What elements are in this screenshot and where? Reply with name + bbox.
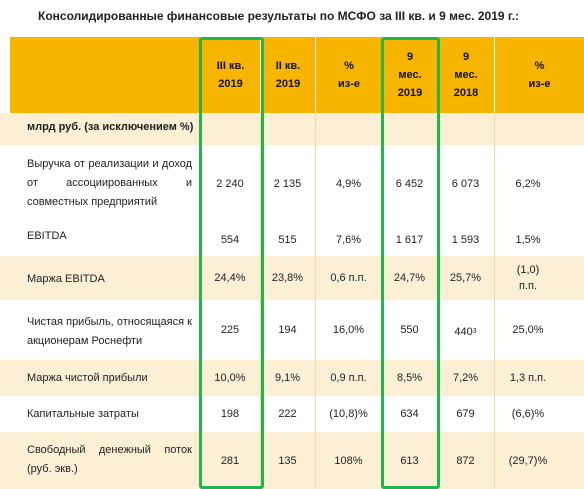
cell-ebitda-margin-q2: 23,8%: [271, 272, 304, 284]
highlight-frame-9m-2019: [381, 37, 440, 489]
cell-ebitda-q2: 515: [278, 233, 297, 246]
cell-ebitda-margin-9mchg: (1,0) п.п.: [516, 264, 540, 292]
cell-ebitda-qchg: 7,6%: [335, 233, 362, 246]
row-stripe-unit: [0, 113, 584, 145]
cell-revenue-qchg: 4,9%: [335, 178, 362, 190]
row-label-ebitda: EBITDA: [27, 230, 67, 242]
cell-fcf-q3: 281: [220, 454, 240, 467]
cell-net-income-9m18: 440 3: [454, 326, 477, 338]
cell-ebitda-9m18: 1 593: [451, 233, 480, 246]
cell-capex-q3: 198: [220, 408, 240, 420]
row-label-ebitda-margin: Маржа EBITDA: [27, 273, 105, 285]
col-header-q3-2019: III кв. 2019: [200, 37, 260, 113]
row-stripe-fcf: [0, 432, 584, 489]
cell-ebitda-9m19: 1 617: [395, 233, 424, 246]
cell-capex-9mchg: (6,6)%: [511, 408, 545, 420]
grid-line: [315, 113, 316, 489]
cell-capex-9m19: 634: [400, 408, 419, 420]
cell-net-income-q3: 225: [220, 324, 240, 336]
grid-line: [260, 113, 261, 489]
cell-net-income-qchg: 16,0%: [332, 324, 365, 336]
cell-capex-qchg: (10,8)%: [329, 408, 368, 420]
cell-net-income-9mchg: 25,0%: [512, 324, 544, 336]
cell-net-income-9m18-value: 440: [454, 326, 473, 338]
row-label-net-margin: Маржа чистой прибыли: [27, 372, 148, 384]
cell-net-margin-9m18: 7,2%: [452, 372, 479, 384]
cell-ebitda-margin-9m18: 25,7%: [449, 272, 482, 284]
cell-revenue-9m18: 6 073: [451, 178, 480, 190]
col-header-q2-2019: II кв. 2019: [260, 37, 315, 113]
cell-ebitda-9mchg: 1,5%: [515, 233, 541, 246]
cell-revenue-9mchg: 6,2%: [515, 178, 541, 190]
cell-capex-q2: 222: [278, 408, 297, 420]
cell-net-income-9m19: 550: [400, 324, 419, 336]
cell-ebitda-margin-qchg: 0,6 п.п.: [330, 272, 367, 284]
cell-ebitda-q3: 554: [220, 233, 240, 246]
highlight-frame-q3-2019: [199, 37, 264, 489]
cell-revenue-9m19: 6 452: [395, 178, 424, 190]
cell-revenue-q2: 2 135: [273, 178, 302, 190]
cell-fcf-9m19: 613: [400, 454, 419, 467]
row-label-revenue: Выручка от реализации и доход от ассоции…: [27, 158, 192, 208]
cell-capex-9m18: 679: [456, 408, 475, 420]
row-label-capex: Капитальные затраты: [27, 408, 139, 420]
cell-ebitda-margin-9m19: 24,7%: [393, 272, 426, 284]
cell-net-margin-q2: 9,1%: [274, 372, 301, 384]
row-stripe-ebitda-margin: [0, 256, 584, 300]
cell-ebitda-margin-q3: 24,4%: [214, 272, 246, 284]
col-header-q-change: % из-е: [315, 37, 382, 113]
col-header-9m-2018: 9 мес. 2018: [437, 37, 494, 113]
row-stripe-net-margin: [0, 360, 584, 396]
col-header-9m-2019: 9 мес. 2019: [382, 37, 437, 113]
row-label-fcf: Свободный денежный поток (руб. экв.): [27, 444, 192, 475]
grid-line: [494, 113, 495, 489]
cell-fcf-q2: 135: [278, 454, 297, 467]
cell-net-margin-q3: 10,0%: [214, 372, 246, 384]
header-label-cell: [10, 37, 200, 113]
page-title: Консолидированные финансовые результаты …: [38, 9, 520, 23]
row-label-net-income: Чистая прибыль, относящаяся к акционерам…: [27, 316, 192, 347]
col-header-9m-change: % из-е: [494, 37, 584, 113]
cell-net-margin-9mchg: 1,3 п.п.: [509, 372, 547, 384]
cell-fcf-9mchg: (29,7)%: [508, 454, 548, 467]
cell-fcf-qchg: 108%: [334, 454, 363, 467]
cell-revenue-q3: 2 240: [216, 178, 244, 190]
cell-net-margin-qchg: 0,9 п.п.: [330, 372, 367, 384]
cell-net-income-q2: 194: [278, 324, 297, 336]
cell-fcf-9m18: 872: [456, 454, 475, 467]
unit-row-label: млрд руб. (за исключением %): [27, 121, 194, 133]
cell-net-margin-9m19: 8,5%: [396, 372, 423, 384]
